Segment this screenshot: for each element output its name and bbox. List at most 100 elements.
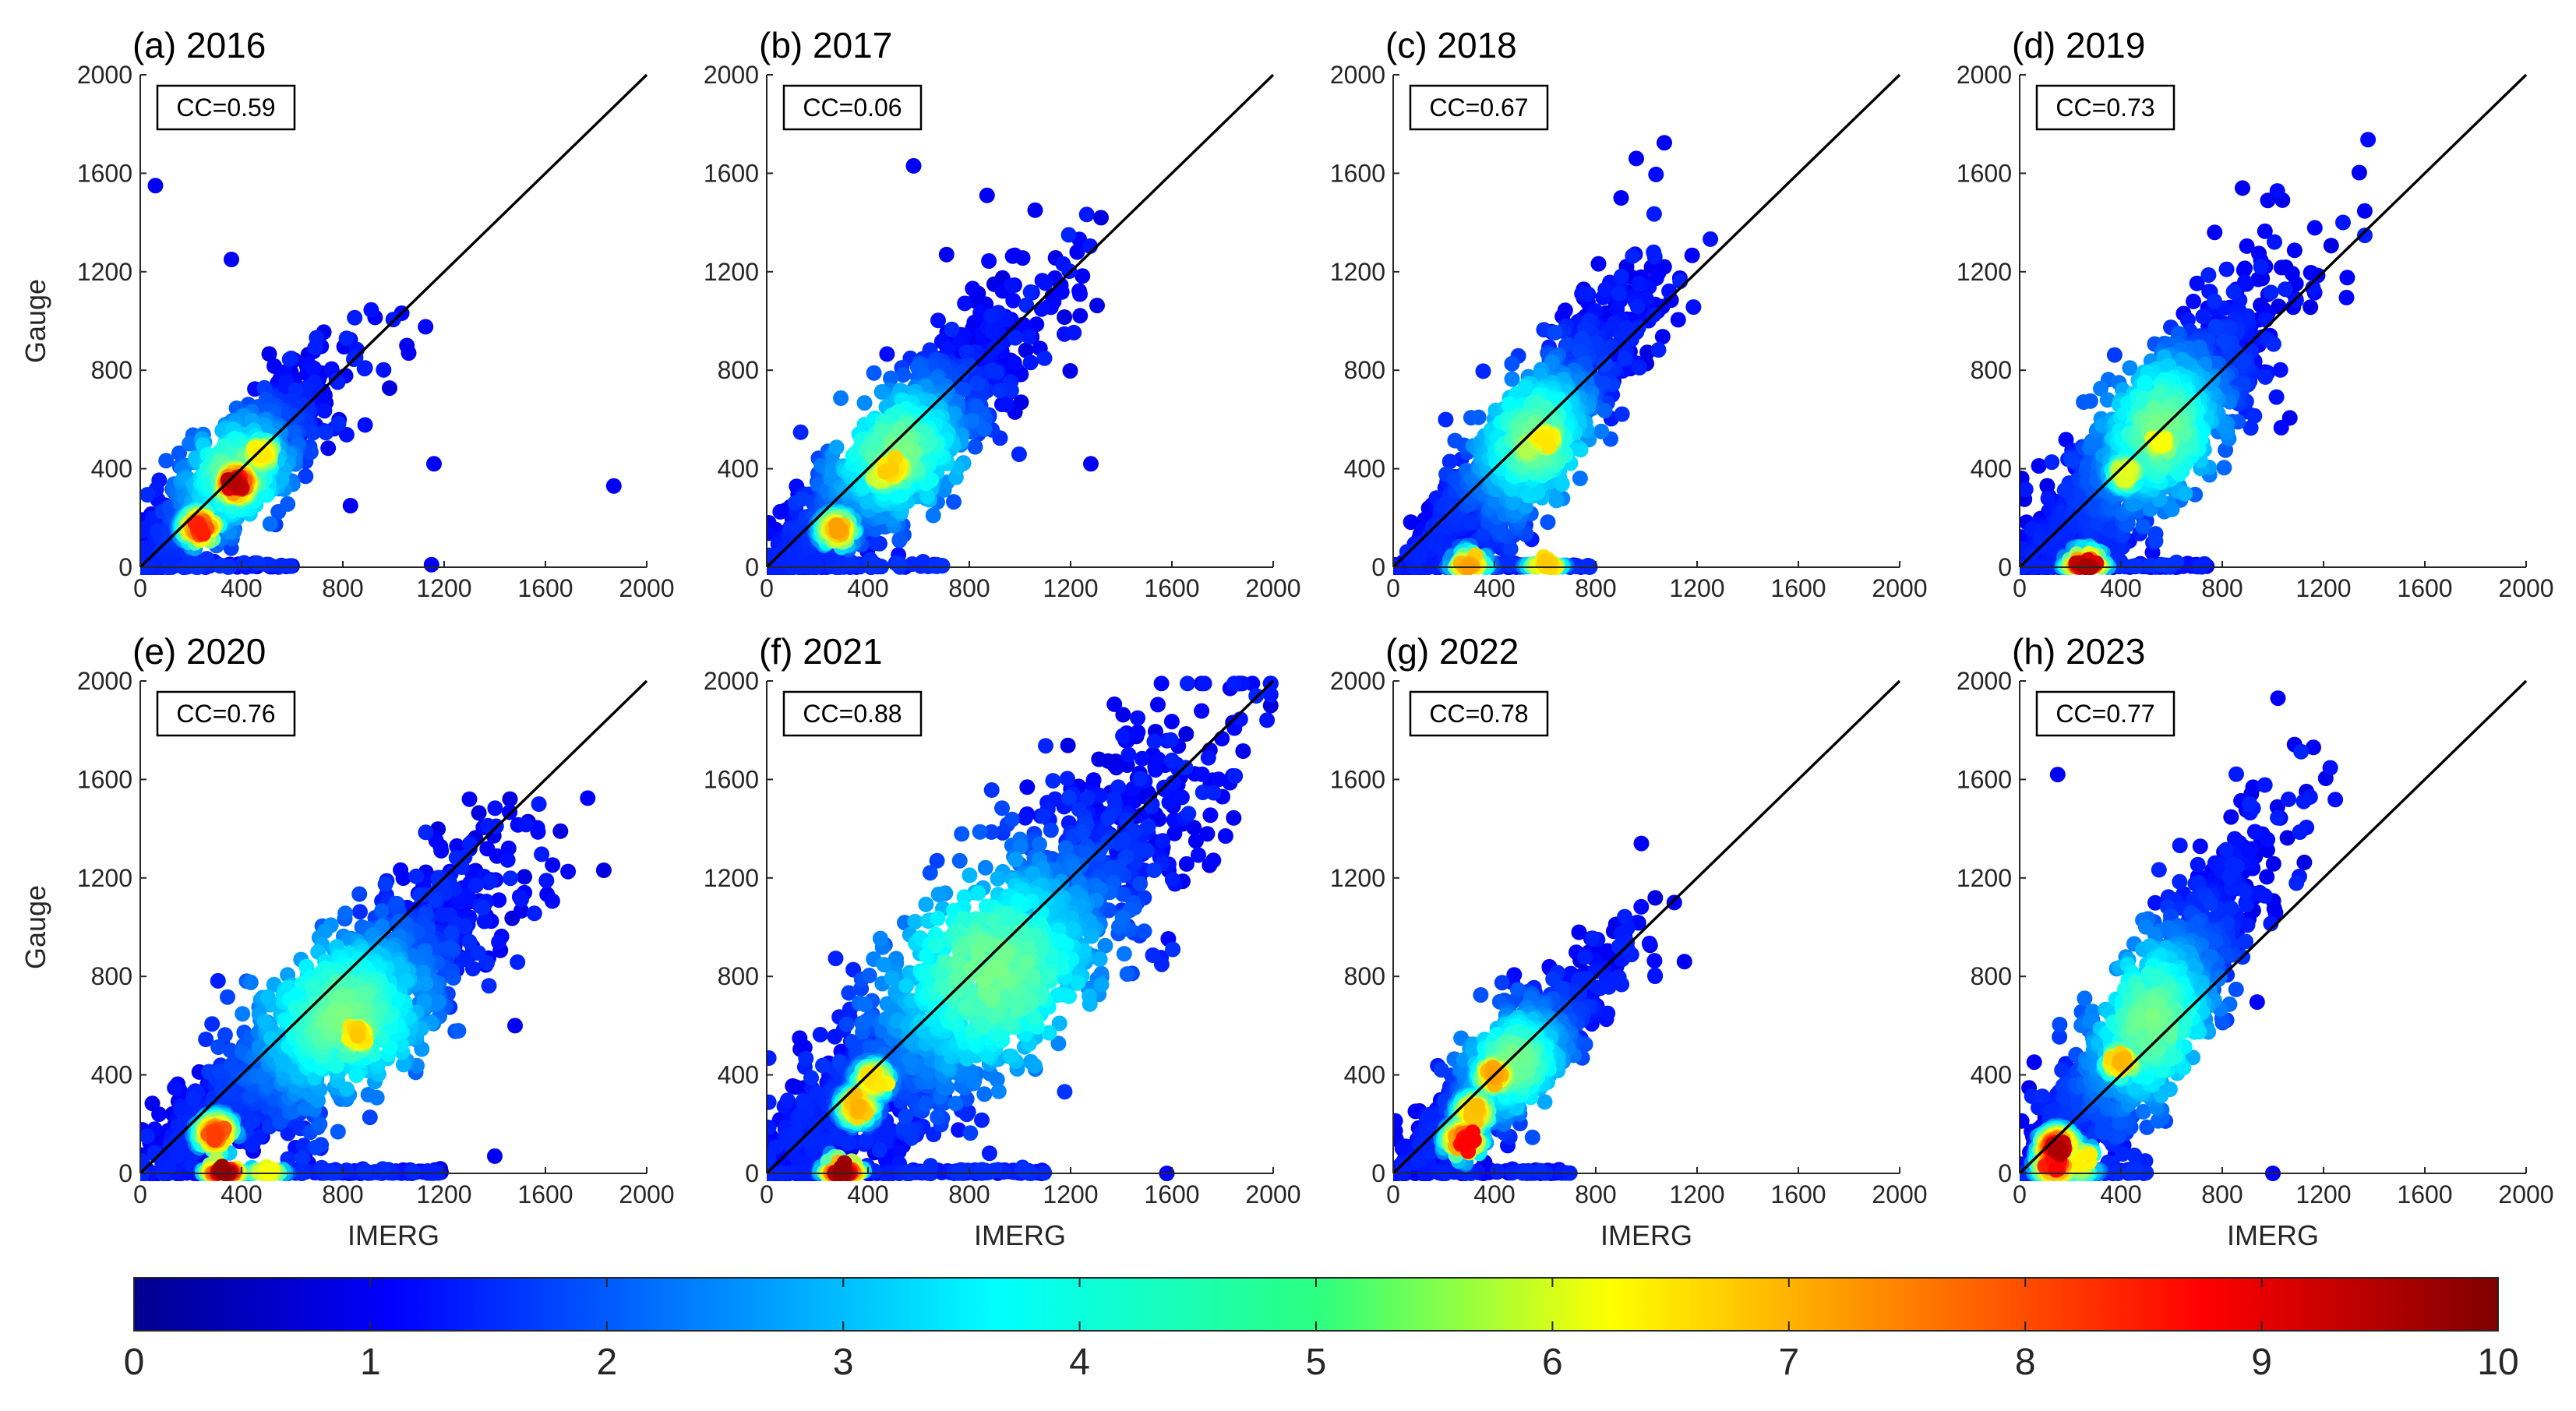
data-point: [863, 558, 880, 574]
data-point: [843, 556, 859, 571]
data-point: [2039, 478, 2056, 494]
data-point: [256, 379, 273, 396]
data-point: [1438, 411, 1454, 428]
data-point: [1548, 492, 1565, 509]
data-point: [171, 445, 187, 461]
data-point: [305, 425, 321, 441]
y-tick-label: 0: [1371, 553, 1385, 581]
data-point: [2269, 183, 2285, 199]
data-point: [426, 456, 442, 472]
data-point: [1631, 276, 1647, 292]
data-point: [305, 360, 322, 376]
data-point: [280, 496, 296, 512]
data-point: [1505, 494, 1521, 510]
data-point: [1060, 227, 1077, 243]
data-point: [2106, 347, 2123, 363]
x-tick-label: 800: [1575, 574, 1616, 602]
data-point: [2267, 234, 2282, 250]
data-point: [2186, 293, 2201, 309]
data-point: [298, 468, 314, 485]
data-point: [1629, 298, 1646, 315]
data-point: [2263, 284, 2279, 301]
data-point: [929, 556, 945, 573]
data-point: [2339, 270, 2355, 286]
data-point: [2225, 284, 2242, 300]
data-point: [1537, 553, 1553, 570]
data-point: [1427, 532, 1444, 549]
data-point: [828, 517, 845, 533]
data-point: [1557, 302, 1573, 319]
data-point: [2235, 353, 2251, 369]
data-point: [2218, 261, 2235, 277]
x-tick-label: 0: [1386, 574, 1400, 602]
data-point: [318, 425, 334, 441]
data-point: [1684, 247, 1700, 263]
data-point: [158, 453, 175, 469]
data-point: [330, 415, 347, 432]
data-point: [1520, 487, 1537, 503]
data-point: [1646, 249, 1663, 265]
x-tick-label: 1600: [517, 574, 573, 602]
data-point: [887, 450, 903, 466]
data-point: [2257, 223, 2273, 239]
data-point: [262, 516, 278, 532]
y-tick-label: 1600: [77, 159, 132, 187]
data-point: [2360, 132, 2377, 148]
one-to-one-line: [139, 73, 648, 569]
data-point: [965, 280, 981, 297]
data-point: [1066, 324, 1082, 340]
data-point: [1022, 284, 1039, 300]
data-point: [1590, 256, 1607, 272]
data-point: [1629, 150, 1644, 167]
y-tick-label: 1200: [1330, 258, 1385, 286]
data-point: [2153, 556, 2169, 573]
data-point: [919, 489, 936, 505]
data-point: [2257, 369, 2274, 385]
data-point: [1580, 286, 1597, 302]
data-point: [213, 557, 228, 573]
data-point: [1491, 522, 1507, 538]
y-tick-label: 2000: [704, 61, 759, 89]
data-point: [2207, 293, 2223, 309]
data-point: [1411, 548, 1427, 564]
data-points: [2020, 132, 2377, 575]
data-point: [1654, 329, 1671, 345]
data-point: [1004, 248, 1021, 264]
x-tick-label: 0: [133, 574, 147, 602]
data-point: [772, 503, 789, 520]
data-point: [2265, 336, 2281, 352]
data-point: [2277, 281, 2293, 298]
data-point: [905, 157, 922, 174]
data-point: [938, 246, 955, 263]
x-tick-label: 800: [948, 574, 990, 602]
data-point: [895, 367, 912, 383]
data-point: [224, 252, 239, 267]
data-point: [2272, 362, 2288, 378]
data-point: [2357, 228, 2373, 244]
data-point: [1703, 231, 1719, 247]
panel-title: (a) 2016: [132, 25, 266, 65]
data-point: [307, 340, 323, 356]
data-point: [2031, 458, 2047, 474]
data-point: [946, 494, 962, 510]
data-point: [252, 447, 269, 463]
data-point: [2303, 299, 2319, 316]
data-point: [2338, 289, 2355, 305]
data-point: [930, 312, 946, 329]
data-point: [1470, 409, 1487, 425]
data-point: [1029, 316, 1045, 333]
data-point: [1559, 337, 1576, 353]
data-point: [891, 531, 908, 548]
data-point: [2147, 533, 2164, 549]
data-point: [1021, 329, 1037, 345]
cc-label: CC=0.59: [176, 93, 275, 122]
data-point: [1657, 135, 1672, 151]
data-point: [833, 390, 849, 406]
data-point: [1611, 285, 1628, 302]
data-point: [992, 383, 1008, 399]
data-point: [1062, 363, 1078, 379]
data-point: [1646, 206, 1662, 222]
data-point: [1018, 297, 1035, 313]
x-tick-label: 800: [322, 574, 363, 602]
data-point: [2303, 265, 2319, 280]
